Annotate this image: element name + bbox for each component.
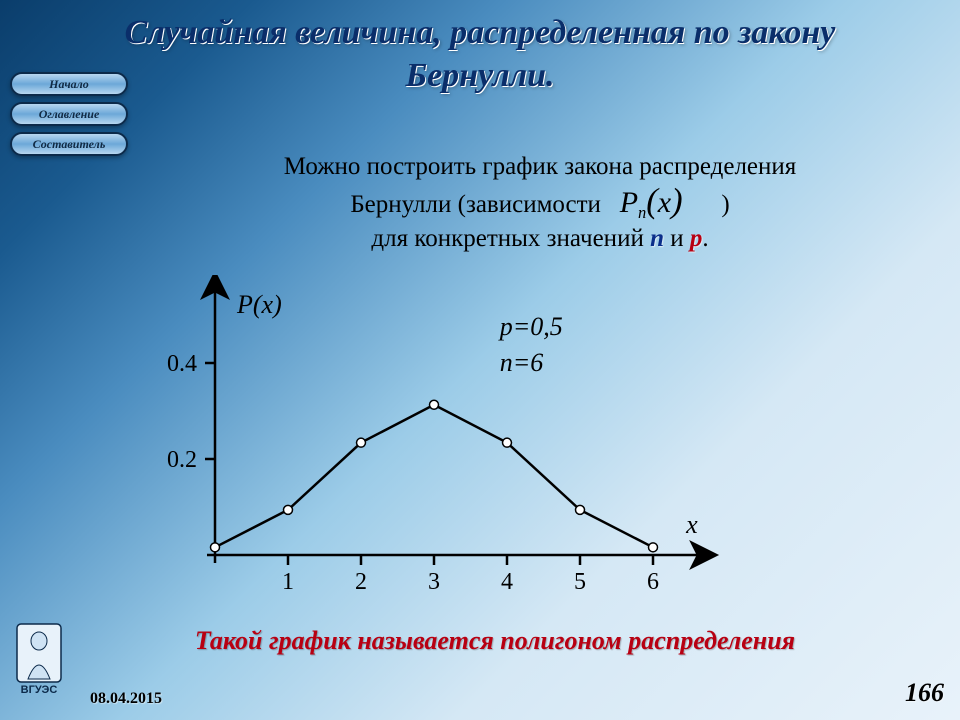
- svg-text:5: 5: [574, 569, 586, 595]
- formula-pn-x: Pn(x): [620, 186, 690, 219]
- body-line3: для конкретных значений n и p.: [200, 222, 880, 256]
- svg-text:n=6: n=6: [500, 348, 544, 377]
- footer-page-number: 166: [905, 678, 944, 708]
- body-line2: Бернулли (зависимости Pn(x) ): [200, 184, 880, 222]
- svg-text:2: 2: [355, 569, 367, 595]
- slide-body: Можно построить график закона распределе…: [200, 150, 880, 255]
- param-p: p: [690, 225, 703, 252]
- footer-date: 08.04.2015: [90, 690, 162, 708]
- svg-text:1: 1: [282, 569, 294, 595]
- svg-text:P(x): P(x): [236, 290, 282, 319]
- nav-author-button[interactable]: Составитель: [10, 132, 128, 156]
- logo-text: ВГУЭС: [14, 685, 64, 696]
- slide-caption: Такой график называется полигоном распре…: [95, 625, 895, 656]
- logo: ВГУЭС: [14, 623, 64, 696]
- slide-title: Случайная величина, распределенная по за…: [70, 12, 890, 97]
- svg-text:4: 4: [501, 569, 513, 595]
- param-n: n: [650, 225, 664, 252]
- svg-text:6: 6: [647, 569, 659, 595]
- svg-text:0.2: 0.2: [167, 447, 197, 473]
- svg-text:x: x: [685, 510, 698, 539]
- distribution-chart: 0.2 0.4 1 2 3 4 5 6 P(x) x p=0,5 n=6: [125, 275, 765, 605]
- svg-text:p=0,5: p=0,5: [498, 312, 563, 341]
- body-line1: Можно построить график закона распределе…: [200, 150, 880, 184]
- svg-text:0.4: 0.4: [167, 351, 197, 377]
- nav-toc-button[interactable]: Оглавление: [10, 102, 128, 126]
- svg-text:3: 3: [428, 569, 440, 595]
